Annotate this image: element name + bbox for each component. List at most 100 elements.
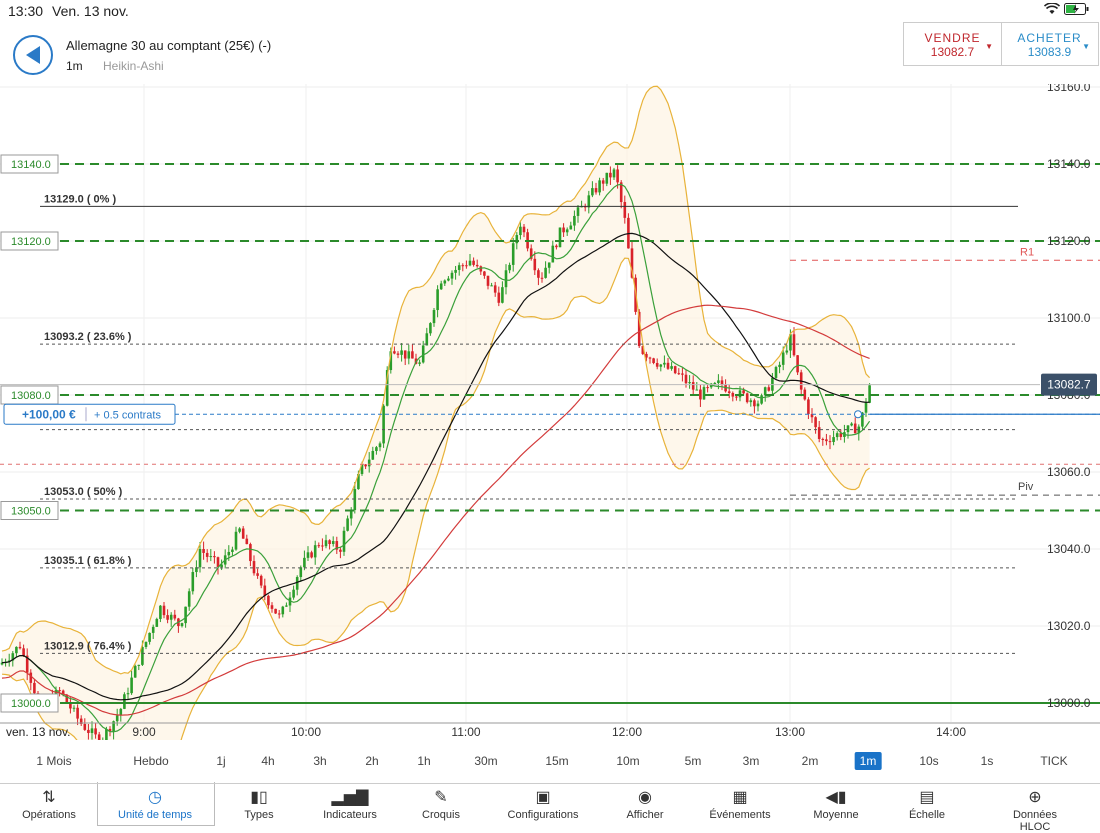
timeframe-1-mois[interactable]: 1 Mois bbox=[36, 754, 72, 768]
candle-body bbox=[497, 292, 501, 303]
candle-body bbox=[508, 264, 511, 271]
candle-body bbox=[169, 614, 173, 620]
candle-body bbox=[717, 380, 720, 383]
candle-body bbox=[835, 433, 839, 438]
candle-body bbox=[735, 396, 738, 398]
toolbar-données-hloc[interactable]: ⊕ Données HLOC bbox=[1003, 784, 1068, 833]
candle-body bbox=[522, 226, 526, 233]
candle-body bbox=[259, 575, 263, 586]
candle-body bbox=[540, 277, 544, 279]
candle-body bbox=[659, 364, 663, 367]
candle-body bbox=[439, 283, 443, 290]
candle-body bbox=[342, 530, 346, 552]
candle-body bbox=[166, 615, 169, 620]
toolbar-types[interactable]: ▮▯ Types bbox=[244, 784, 273, 826]
timeframe-10s[interactable]: 10s bbox=[919, 754, 939, 768]
candle-body bbox=[252, 561, 256, 574]
candle-body bbox=[533, 258, 537, 271]
timeframe-4h[interactable]: 4h bbox=[261, 754, 275, 768]
toolbar-label: Unité de temps bbox=[118, 809, 192, 821]
clock-icon: ◷ bbox=[148, 789, 162, 806]
alert-tag bbox=[0, 231, 59, 251]
sell-button[interactable]: VENDRE 13082.7 ▼ bbox=[904, 23, 1002, 65]
timeframe-2h[interactable]: 2h bbox=[365, 754, 379, 768]
timeframe-30m[interactable]: 30m bbox=[474, 754, 498, 768]
candle-body bbox=[393, 351, 396, 354]
bollinger-fill bbox=[2, 86, 870, 740]
candle-body bbox=[375, 447, 378, 451]
candle-body bbox=[511, 243, 515, 265]
toolbar-afficher[interactable]: ◉ Afficher bbox=[626, 784, 663, 826]
timeframe-2m[interactable]: 2m bbox=[801, 754, 819, 768]
candle-body bbox=[537, 270, 540, 278]
candle-body bbox=[94, 728, 97, 735]
timeframe-1s[interactable]: 1s bbox=[980, 754, 994, 768]
candle-body bbox=[389, 351, 393, 371]
candle-body bbox=[339, 549, 342, 552]
timeframe-tick[interactable]: TICK bbox=[1040, 754, 1068, 768]
candle-body bbox=[504, 270, 508, 288]
candle-body bbox=[292, 589, 295, 598]
toolbar-label: Opérations bbox=[22, 809, 76, 821]
timeframe-10m[interactable]: 10m bbox=[616, 754, 640, 768]
candle-body bbox=[310, 552, 313, 558]
candle-body bbox=[630, 248, 634, 278]
candle-body bbox=[72, 707, 76, 709]
timeframe-hebdo[interactable]: Hebdo bbox=[133, 754, 169, 768]
toolbar-événements[interactable]: ▦ Événements bbox=[709, 784, 770, 826]
candle-body bbox=[162, 605, 166, 616]
candle-body bbox=[443, 280, 447, 284]
candle-body bbox=[457, 265, 461, 270]
candle-body bbox=[742, 390, 745, 394]
candle-body bbox=[202, 549, 205, 553]
candle-body bbox=[551, 245, 555, 263]
candle-body bbox=[825, 439, 828, 442]
timeframe-1j[interactable]: 1j bbox=[216, 754, 226, 768]
candle-body bbox=[195, 567, 198, 573]
candle-body bbox=[90, 728, 94, 733]
candle-body bbox=[612, 169, 616, 178]
candle-body bbox=[763, 387, 767, 396]
candle-body bbox=[263, 585, 267, 596]
timeframe-5m[interactable]: 5m bbox=[684, 754, 702, 768]
position-box bbox=[3, 403, 176, 425]
candle-body bbox=[666, 362, 670, 369]
candle-body bbox=[187, 591, 191, 607]
timeframe-3m[interactable]: 3m bbox=[742, 754, 760, 768]
candle-body bbox=[367, 459, 371, 467]
candle-body bbox=[605, 172, 609, 184]
candle-body bbox=[591, 188, 594, 196]
toolbar-label: Indicateurs bbox=[323, 809, 377, 821]
timeframe-1h[interactable]: 1h bbox=[417, 754, 431, 768]
candle-body bbox=[598, 180, 601, 193]
candle-body bbox=[119, 708, 123, 716]
toolbar-indicateurs[interactable]: ▂▅▇ Indicateurs bbox=[323, 784, 377, 826]
buy-caret-icon: ▼ bbox=[1082, 42, 1090, 51]
back-button[interactable] bbox=[13, 35, 53, 75]
time-tick-label: 13:00 bbox=[775, 725, 805, 739]
toolbar-configurations[interactable]: ▣ Configurations bbox=[508, 784, 579, 826]
candle-body bbox=[609, 172, 612, 178]
price-tick-label: 13100.0 bbox=[1047, 311, 1091, 325]
toolbar-échelle[interactable]: ▤ Échelle bbox=[909, 784, 945, 826]
toolbar-opérations[interactable]: ⇅ Opérations bbox=[22, 784, 76, 826]
candle-body bbox=[317, 545, 321, 547]
buy-button[interactable]: ACHETER 13083.9 ▼ bbox=[1001, 23, 1098, 65]
toolbar-croquis[interactable]: ✎ Croquis bbox=[422, 784, 460, 826]
candle-body bbox=[335, 541, 339, 550]
timeframe-1m[interactable]: 1m bbox=[854, 752, 882, 770]
candle-body bbox=[493, 285, 497, 293]
candle-body bbox=[774, 367, 778, 378]
toolbar-label: Données HLOC bbox=[1012, 809, 1058, 833]
price-axis: 13160.0 13140.0 13120.0 13100.0 13080.0 13060… bbox=[0, 84, 1100, 739]
timeframe-15m[interactable]: 15m bbox=[545, 754, 569, 768]
candle-body bbox=[749, 400, 753, 403]
price-chart[interactable]: 13129.0 ( 0% ) 13093.2 ( 23.6% ) 13053.0 (… bbox=[0, 84, 1100, 740]
candle-body bbox=[853, 423, 857, 434]
candle-body bbox=[623, 202, 627, 218]
toolbar-unité-de-temps[interactable]: ◷ Unité de temps bbox=[118, 784, 192, 826]
candle-body bbox=[479, 266, 483, 272]
candle-body bbox=[87, 729, 90, 733]
toolbar-moyenne[interactable]: ◀▮ Moyenne bbox=[813, 784, 858, 826]
timeframe-3h[interactable]: 3h bbox=[313, 754, 327, 768]
